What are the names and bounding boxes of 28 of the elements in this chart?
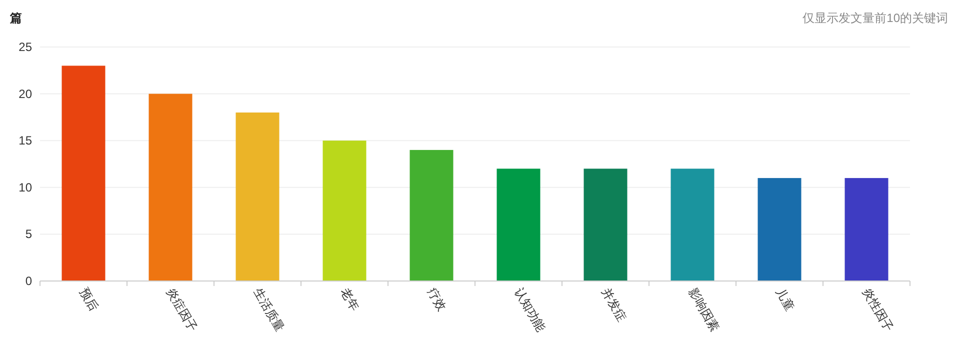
x-tick-label: 疗效	[424, 286, 450, 314]
y-tick-label: 0	[25, 274, 32, 288]
bar	[148, 94, 192, 281]
x-tick-label: 炎症因子	[164, 286, 200, 334]
y-tick-label: 5	[25, 227, 32, 242]
y-axis-title: 篇	[9, 11, 22, 25]
bar	[410, 150, 454, 281]
x-tick-label: 认知功能	[512, 286, 548, 334]
text: 仅显示发文量前10的关键词	[802, 11, 948, 25]
bar	[496, 168, 540, 281]
y-tick-label: 20	[18, 86, 32, 101]
x-tick-label: 预后	[76, 286, 102, 314]
bar	[62, 66, 106, 281]
bar	[322, 140, 366, 281]
x-tick-label: 老年	[338, 286, 362, 314]
y-tick-label: 10	[18, 180, 32, 194]
x-tick-label: 影响因素	[686, 286, 722, 334]
bar	[584, 168, 628, 281]
x-tick-label: 炎性因子	[860, 286, 896, 334]
bar	[758, 178, 802, 281]
y-tick-label: 25	[18, 40, 32, 54]
x-tick-label: 并发症	[598, 286, 630, 324]
x-tick-label: 儿童	[772, 286, 798, 314]
bar	[844, 178, 888, 281]
bar	[236, 112, 280, 281]
bar	[670, 168, 714, 281]
x-tick-label: 生活质量	[250, 286, 288, 334]
y-tick-label: 15	[18, 134, 32, 148]
